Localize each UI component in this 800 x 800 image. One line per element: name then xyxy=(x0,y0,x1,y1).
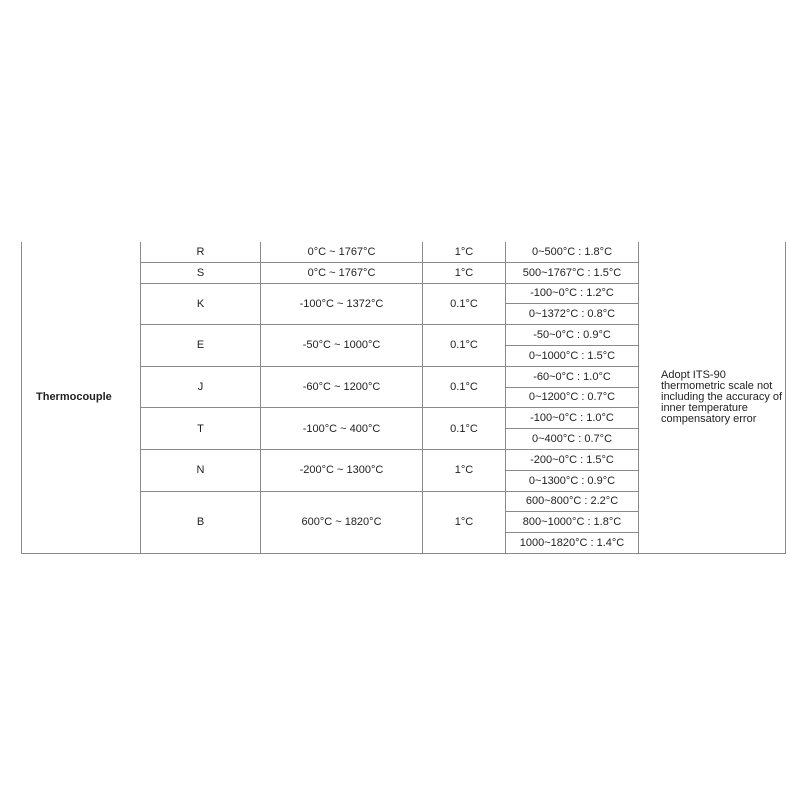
table-row: B 600°C ~ 1820°C 1°C 600~800°C : 2.2°C xyxy=(22,490,786,554)
table-row: E -50°C ~ 1000°C 0.1°C -50~0°C : 0.9°C xyxy=(22,324,786,367)
accuracy: 600~800°C : 2.2°C xyxy=(505,490,639,513)
measurement-range: -100°C ~ 1372°C xyxy=(260,282,423,326)
thermocouple-type: J xyxy=(140,365,261,409)
accuracy: 0~400°C : 0.7°C xyxy=(505,428,639,450)
table-row: J -60°C ~ 1200°C 0.1°C -60~0°C : 1.0°C xyxy=(22,365,786,409)
measurement-range: 0°C ~ 1767°C xyxy=(260,242,423,263)
accuracy: 0~1200°C : 0.7°C xyxy=(505,386,639,409)
table-row: N -200°C ~ 1300°C 1°C -200~0°C : 1.5°C xyxy=(22,448,786,492)
resolution: 0.1°C xyxy=(422,324,506,367)
thermocouple-type: S xyxy=(140,261,261,284)
table-row: 0~1200°C : 0.7°C xyxy=(22,386,786,409)
accuracy: 1000~1820°C : 1.4°C xyxy=(505,532,639,554)
thermocouple-spec-table: Thermocouple R 0°C ~ 1767°C 1°C 0~500°C : 1.… xyxy=(21,242,786,554)
accuracy: 0~1372°C : 0.8°C xyxy=(505,303,639,326)
resolution: 0.1°C xyxy=(422,282,506,326)
category-label: Thermocouple xyxy=(21,242,141,554)
measurement-range: 0°C ~ 1767°C xyxy=(260,261,423,284)
thermocouple-type: N xyxy=(140,448,261,492)
accuracy: 800~1000°C : 1.8°C xyxy=(505,511,639,534)
accuracy: 0~1000°C : 1.5°C xyxy=(505,344,639,367)
resolution: 1°C xyxy=(422,242,506,263)
resolution: 0.1°C xyxy=(422,407,506,450)
measurement-range: -200°C ~ 1300°C xyxy=(260,448,423,492)
thermocouple-type: R xyxy=(140,242,261,263)
remark-note: Adopt ITS-90 thermometric scale not incl… xyxy=(638,242,786,554)
resolution: 1°C xyxy=(422,261,506,284)
table-row: 800~1000°C : 1.8°C xyxy=(22,511,786,534)
accuracy: -200~0°C : 1.5°C xyxy=(505,448,639,471)
resolution: 1°C xyxy=(422,490,506,554)
thermocouple-type: K xyxy=(140,282,261,326)
measurement-range: 600°C ~ 1820°C xyxy=(260,490,423,554)
accuracy: 0~1300°C : 0.9°C xyxy=(505,469,639,492)
thermocouple-type: E xyxy=(140,324,261,367)
resolution: 1°C xyxy=(422,448,506,492)
accuracy: -100~0°C : 1.0°C xyxy=(505,407,639,430)
measurement-range: -60°C ~ 1200°C xyxy=(260,365,423,409)
resolution: 0.1°C xyxy=(422,365,506,409)
accuracy: -50~0°C : 0.9°C xyxy=(505,324,639,346)
accuracy: 500~1767°C : 1.5°C xyxy=(505,261,639,284)
accuracy: -100~0°C : 1.2°C xyxy=(505,282,639,305)
thermocouple-type: T xyxy=(140,407,261,450)
table-row: Thermocouple R 0°C ~ 1767°C 1°C 0~500°C : 1.… xyxy=(21,242,786,554)
table-row: T -100°C ~ 400°C 0.1°C -100~0°C : 1.0°C xyxy=(22,407,786,450)
measurement-range: -50°C ~ 1000°C xyxy=(260,324,423,367)
accuracy: 0~500°C : 1.8°C xyxy=(505,242,639,263)
thermocouple-type: B xyxy=(140,490,261,554)
measurement-range: -100°C ~ 400°C xyxy=(260,407,423,450)
table-row: 1000~1820°C : 1.4°C xyxy=(22,532,786,554)
accuracy: -60~0°C : 1.0°C xyxy=(505,365,639,388)
